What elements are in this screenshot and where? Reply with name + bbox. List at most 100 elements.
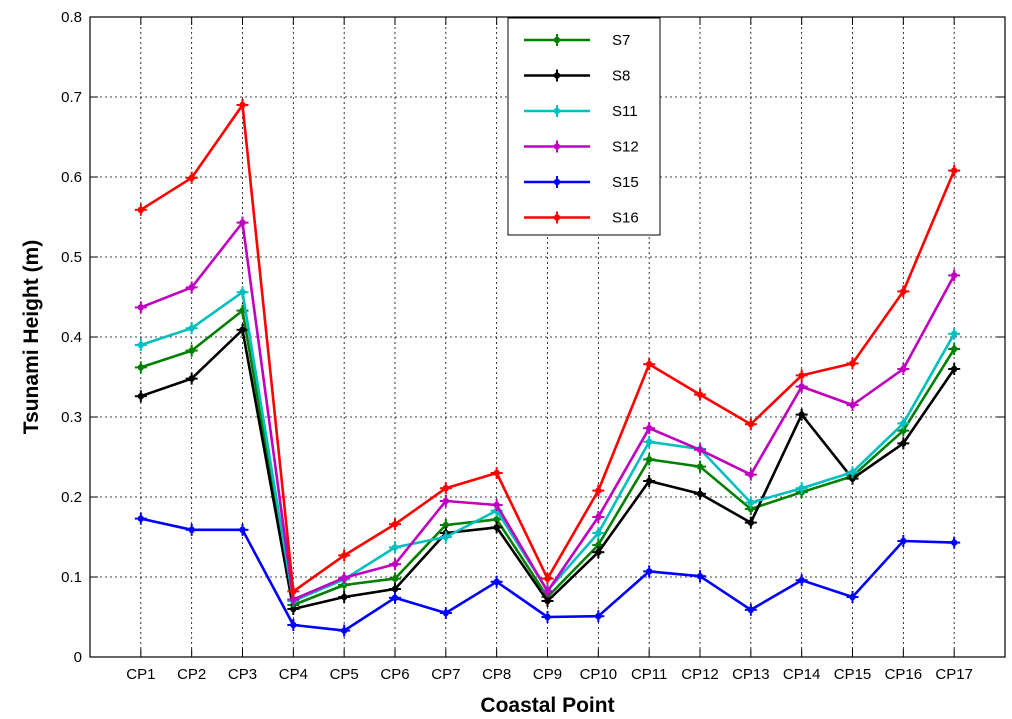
marker-dot [900,537,907,545]
marker-dot [950,272,958,279]
series-s8 [134,323,961,615]
marker-dot [137,341,145,349]
y-tick-label: 0.4 [61,329,82,346]
data-point [643,435,656,448]
data-point [948,363,961,375]
marker-dot [595,549,602,556]
marker-dot [188,526,195,533]
data-point [236,523,249,536]
marker-dot [950,167,958,174]
data-point [541,611,554,623]
data-point [490,467,503,479]
marker-dot [747,421,755,428]
marker-dot [442,521,450,529]
data-point [897,285,910,298]
data-point [439,607,452,619]
data-point [592,610,605,623]
marker-dot [391,594,399,601]
data-point [948,536,961,549]
marker-dot [849,401,856,409]
data-point [643,358,656,371]
marker-dot [544,575,551,582]
y-tick-label: 0 [74,649,82,666]
series-s12 [134,216,961,606]
y-axis-ticks: 0 0.1 0.2 0.3 0.4 0.5 0.6 0.7 0.8 [61,9,1005,666]
marker-dot [798,372,805,379]
series-s15 [134,512,961,637]
data-point [897,363,910,375]
marker-dot [645,438,653,445]
y-axis-label: Tsunami Height (m) [20,240,43,434]
marker-dot [553,107,561,115]
data-point [439,531,452,543]
legend-entry-s8: S8 [524,68,630,85]
y-tick-label: 0.8 [61,9,82,26]
legend-label: S16 [612,210,639,227]
marker-dot [595,541,602,549]
data-point [948,343,961,355]
marker-dot [595,529,602,537]
data-point [134,203,147,216]
marker-dot [950,330,958,337]
marker-dot [747,519,755,526]
x-tick-label: CP3 [228,666,257,683]
marker-dot [798,485,805,492]
marker-dot [900,427,907,434]
data-point [643,475,656,487]
series-layer [134,99,961,637]
marker-dot [553,36,561,44]
marker-dot [544,588,551,595]
marker-dot [900,420,907,427]
data-point [490,499,503,511]
x-tick-label: CP17 [935,666,973,683]
legend-entry-s7: S7 [524,32,630,49]
marker-dot [493,516,500,523]
legend-swatch-marker [551,176,563,188]
data-point [744,603,757,616]
marker-dot [900,288,907,295]
marker-dot [747,606,755,613]
marker-dot [391,544,399,551]
marker-dot [645,568,653,575]
legend-swatch-marker [551,69,563,82]
marker-dot [340,552,348,559]
data-point [846,357,859,370]
x-tick-label: CP15 [834,666,872,683]
marker-dot [696,463,704,470]
x-tick-label: CP13 [732,666,770,683]
y-tick-label: 0.1 [61,569,82,586]
marker-dot [798,383,805,390]
y-tick-label: 0.5 [61,249,82,266]
marker-dot [544,613,551,621]
marker-dot [239,326,246,333]
legend-label: S12 [612,139,639,156]
marker-dot [290,605,297,613]
data-point [643,565,656,578]
marker-dot [544,597,551,605]
x-tick-label: CP14 [783,666,821,683]
data-point [592,484,605,497]
marker-dot [188,174,195,181]
marker-dot [239,289,246,296]
marker-dot [553,178,561,186]
marker-dot [391,585,399,593]
marker-dot [188,375,195,382]
data-point [846,591,859,603]
marker-dot [645,477,653,485]
marker-dot [595,513,602,521]
marker-dot [849,475,856,482]
marker-dot [137,364,145,371]
data-point [287,619,300,631]
marker-dot [290,588,297,595]
marker-dot [553,214,561,221]
marker-dot [391,561,399,568]
data-point [592,546,605,559]
legend-entry-s16: S16 [524,210,639,227]
y-tick-label: 0.2 [61,489,82,506]
data-point [744,496,757,509]
marker-dot [137,515,145,522]
series-s16 [134,99,961,598]
data-point [389,541,401,554]
data-point [541,572,554,585]
data-point [643,453,656,466]
